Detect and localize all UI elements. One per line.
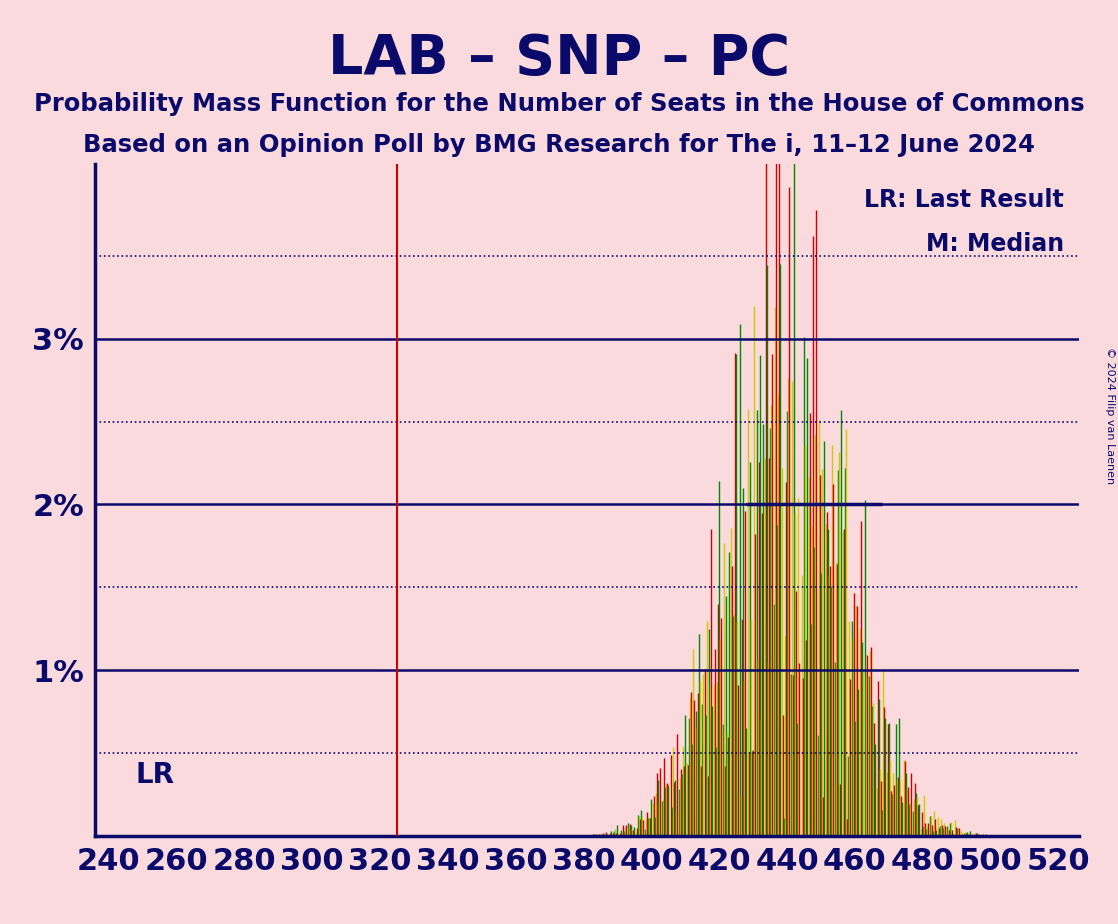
Text: LR: Last Result: LR: Last Result bbox=[864, 188, 1064, 212]
Text: Based on an Opinion Poll by BMG Research for The i, 11–12 June 2024: Based on an Opinion Poll by BMG Research… bbox=[83, 133, 1035, 157]
Text: Probability Mass Function for the Number of Seats in the House of Commons: Probability Mass Function for the Number… bbox=[34, 92, 1084, 116]
Text: © 2024 Filip van Laenen: © 2024 Filip van Laenen bbox=[1106, 347, 1115, 484]
Text: LR: LR bbox=[135, 761, 174, 789]
Text: LAB – SNP – PC: LAB – SNP – PC bbox=[328, 32, 790, 86]
Text: M: Median: M: Median bbox=[926, 232, 1064, 256]
